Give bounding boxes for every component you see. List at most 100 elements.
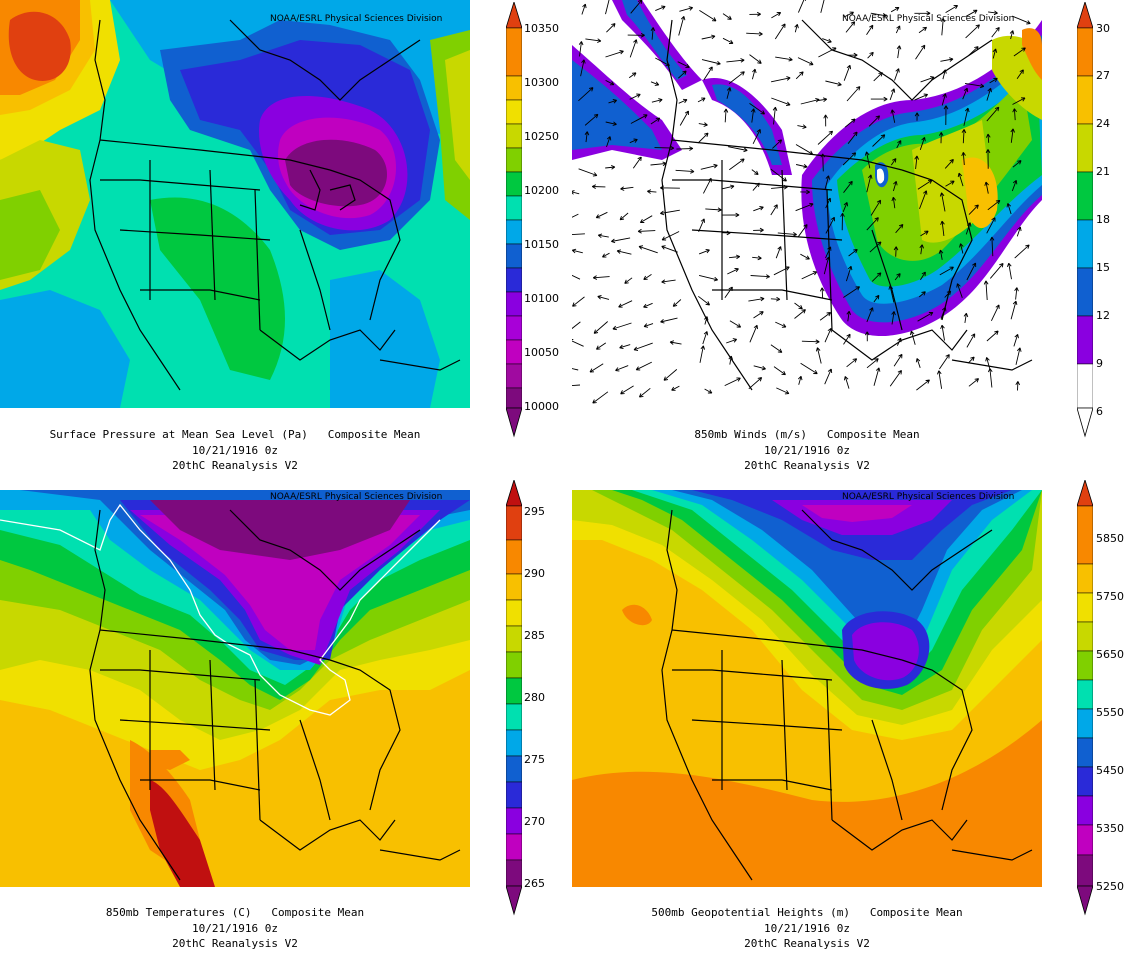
wind-vector (956, 283, 963, 298)
slp-map (0, 0, 470, 408)
wind-vector (986, 217, 996, 234)
wind-vector (699, 10, 717, 22)
wind-vector (797, 224, 808, 237)
wind-vector (843, 11, 854, 18)
wind-vector (635, 361, 652, 371)
wind-vector (966, 262, 977, 281)
wind-vector (962, 87, 969, 100)
temp-cbar-label: 290 (524, 567, 545, 580)
wind-vector (987, 368, 993, 388)
wind-vector (698, 295, 711, 306)
hgt-caption-title: 500mb Geopotential Heights (m) Composite… (651, 906, 963, 919)
wind-vector (605, 164, 616, 170)
wind-vector (985, 357, 991, 369)
wind-vector (823, 256, 831, 275)
wind-vector (749, 11, 761, 17)
wind-vector (612, 322, 632, 331)
wind-vector (752, 129, 761, 144)
wind-vector (629, 39, 638, 58)
wind-vector (866, 217, 879, 231)
wind-vector (965, 9, 978, 18)
wind-vector (939, 354, 950, 370)
wind-vector (957, 172, 964, 187)
wind-vector (1012, 97, 1026, 105)
wind-vector (750, 274, 770, 279)
wind-vector (1012, 108, 1017, 121)
wind-vector (679, 6, 694, 12)
wind-vector (650, 161, 667, 167)
wind-vector (867, 51, 874, 59)
wind-vector (797, 57, 814, 66)
wind-vector (724, 286, 733, 298)
wind-vector (796, 164, 808, 169)
wind-vector (846, 86, 861, 102)
wind-vector (697, 97, 706, 103)
wind-vector (722, 13, 732, 20)
wind-vector (961, 152, 966, 166)
wind-vector (984, 181, 989, 194)
wind-vector (650, 81, 660, 86)
wind-vector (1012, 15, 1031, 25)
temp-map (0, 490, 470, 887)
wind-vector (797, 124, 807, 129)
slp-caption: Surface Pressure at Mean Sea Level (Pa) … (0, 427, 470, 474)
wind-vector (891, 196, 897, 209)
wind-vector (633, 342, 653, 351)
wind-vector (770, 296, 781, 302)
wind-vector (940, 220, 945, 236)
wind-vector (677, 61, 690, 69)
wind-vector (728, 355, 734, 365)
wind-vector (797, 0, 807, 13)
wind-vector (722, 212, 740, 218)
wind-vector (630, 0, 643, 14)
wind-vector (605, 50, 624, 58)
wind-vector (1014, 287, 1019, 300)
hgt-cbar-label: 5250 (1096, 880, 1124, 893)
wind-vector (606, 136, 612, 148)
temp-cbar-label: 275 (524, 753, 545, 766)
wind-vector (843, 286, 861, 298)
wind-vector (728, 146, 748, 153)
wind-vector (752, 255, 762, 261)
wind-vector (870, 96, 888, 102)
wind-vector (660, 317, 678, 324)
wind-vector (800, 362, 818, 375)
wind-vector (822, 38, 832, 44)
wind-vector (703, 66, 713, 81)
wind-vector (701, 59, 721, 66)
wind-vector (963, 312, 969, 323)
wind-vector (589, 363, 604, 373)
wind-vector (819, 312, 832, 321)
wind-vector (866, 174, 873, 193)
wind-vector (620, 385, 634, 395)
wind-vector (771, 12, 782, 19)
wind-vector (611, 237, 631, 244)
wind-vector (605, 80, 615, 86)
winds-cbar-label: 21 (1096, 165, 1110, 178)
wind-vector (864, 151, 871, 169)
temp-cbar-label: 280 (524, 691, 545, 704)
slp-cbar-label: 10050 (524, 346, 559, 359)
wind-vector (914, 11, 931, 16)
wind-vector (775, 321, 787, 328)
wind-vector (728, 254, 741, 260)
wind-vector (661, 245, 678, 253)
slp-cbar-label: 10300 (524, 76, 559, 89)
wind-vector (1009, 30, 1015, 40)
slp-cbar-label: 10000 (524, 400, 559, 413)
winds-caption-source: 20thC Reanalysis V2 (744, 459, 870, 472)
wind-vector (794, 302, 803, 310)
winds-map (572, 0, 1042, 408)
wind-vector (753, 227, 764, 233)
wind-vector (845, 265, 853, 282)
wind-vector (843, 376, 850, 389)
winds-cbar-label: 12 (1096, 309, 1110, 322)
wind-vector (916, 379, 930, 391)
wind-vector (988, 10, 998, 16)
wind-vector (750, 108, 756, 123)
wind-vector (889, 369, 902, 387)
wind-vector (989, 262, 1004, 279)
wind-vector (896, 45, 902, 59)
wind-vector (892, 180, 898, 192)
wind-vector (572, 274, 581, 280)
